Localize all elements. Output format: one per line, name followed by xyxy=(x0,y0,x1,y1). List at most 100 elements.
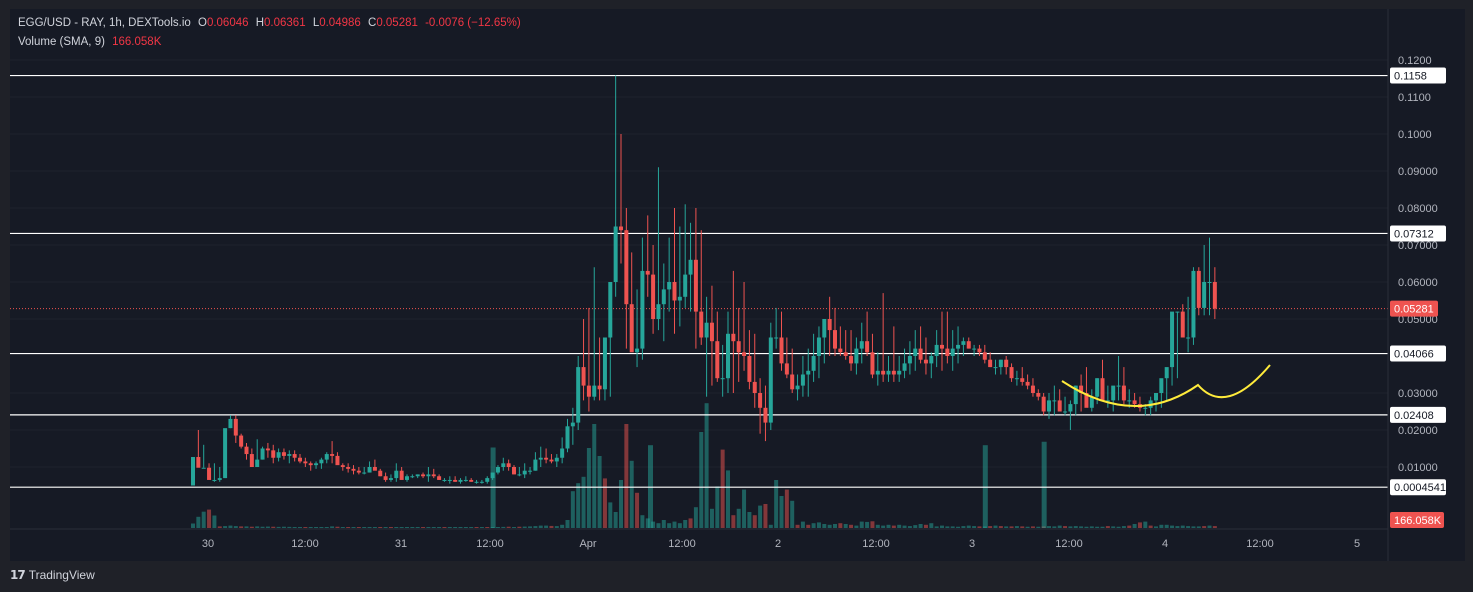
volume-bar xyxy=(388,527,393,528)
volume-bar xyxy=(437,527,442,528)
candle-body xyxy=(709,322,714,342)
volume-bar xyxy=(881,525,886,528)
time-tick-label: 12:00 xyxy=(1246,538,1274,550)
volume-bar xyxy=(833,524,837,528)
volume-bar xyxy=(1148,525,1153,528)
price-axis[interactable]: 0.1200 0.1100 0.1000 0.09000 0.08000 0.07000 0… xyxy=(1398,55,1438,474)
tradingview-logo-icon[interactable]: 17 xyxy=(10,568,26,582)
candle-body xyxy=(1047,400,1051,412)
level-price-tag-label: 0.04066 xyxy=(1394,349,1434,361)
candle-body xyxy=(314,463,319,466)
candle-body xyxy=(501,463,506,467)
candle-body xyxy=(843,352,848,356)
candle-body xyxy=(875,370,880,375)
candle-body xyxy=(528,470,533,472)
chart-panel[interactable]: 0.1200 0.1100 0.1000 0.09000 0.08000 0.07000 0… xyxy=(10,9,1465,561)
volume-bar xyxy=(945,526,950,528)
volume-bar xyxy=(784,489,789,528)
volume-bar xyxy=(1068,526,1073,528)
candle-body xyxy=(281,452,286,456)
candlestick-chart[interactable]: 0.12000.11000.10000.090000.080000.070000… xyxy=(10,9,1465,561)
candle-body xyxy=(576,367,581,423)
volume-bar xyxy=(506,526,511,528)
volume-bar xyxy=(244,526,249,528)
candle-body xyxy=(667,282,672,290)
volume-bar xyxy=(463,527,468,528)
volume-bar xyxy=(1137,522,1142,528)
volume-bar xyxy=(972,526,977,528)
candle-body xyxy=(720,378,725,380)
candle-body xyxy=(1014,378,1019,380)
volume-bar xyxy=(988,526,993,528)
candle-body xyxy=(1121,385,1126,401)
volume-bar xyxy=(742,489,747,528)
volume-bar xyxy=(522,526,527,528)
volume-bar xyxy=(859,521,864,528)
volume-bar xyxy=(1047,526,1051,528)
volume-bar xyxy=(693,507,698,528)
candle-body xyxy=(940,344,944,349)
volume-bar xyxy=(233,526,238,528)
candle-body xyxy=(619,226,623,231)
horizontal-levels[interactable] xyxy=(10,74,1388,488)
volume-bar xyxy=(378,527,383,528)
price-tick-label: 0.06000 xyxy=(1398,277,1438,289)
volume-bar xyxy=(319,527,324,528)
volume-bar xyxy=(453,527,458,528)
volume-bar xyxy=(239,526,244,528)
candle-body xyxy=(217,478,222,480)
candle-body xyxy=(506,463,511,467)
time-axis[interactable]: 30 12:00 31 12:00 Apr 12:00 2 12:00 3 12:00 4 12:00… xyxy=(202,538,1360,550)
candle-body xyxy=(565,426,570,449)
symbol-label[interactable]: EGG/USD - RAY, 1h, DEXTools.io xyxy=(18,17,191,29)
volume-bar xyxy=(1159,524,1164,528)
volume-bar xyxy=(260,526,265,528)
volume-bar xyxy=(816,522,821,528)
candle-body xyxy=(426,474,431,477)
candle-body xyxy=(651,274,656,319)
candle-body xyxy=(613,226,618,282)
candle-body xyxy=(597,385,602,390)
level-price-tag xyxy=(1390,345,1446,362)
time-tick-label: 3 xyxy=(969,538,975,550)
volume-bar xyxy=(667,523,672,528)
volume-bar xyxy=(549,525,554,528)
candle-body xyxy=(335,455,340,466)
tradingview-brand[interactable]: TradingView xyxy=(28,568,95,582)
candle-body xyxy=(1170,311,1175,368)
candle-body xyxy=(1004,359,1009,368)
candle-body xyxy=(1036,393,1041,397)
candle-body xyxy=(570,422,575,427)
volume-bar xyxy=(544,525,549,528)
volume-bar xyxy=(1057,525,1062,528)
volume-bar xyxy=(1212,526,1217,528)
cup-and-handle-annotation[interactable] xyxy=(1061,364,1271,408)
candle-body xyxy=(699,311,704,338)
candle-body xyxy=(431,474,436,477)
high-value: 0.06361 xyxy=(264,17,306,29)
volume-indicator-label[interactable]: Volume (SMA, 9) xyxy=(18,36,105,48)
candle-body xyxy=(469,479,474,482)
candle-body xyxy=(271,450,276,458)
candle-body xyxy=(260,448,265,460)
volume-bar xyxy=(661,520,666,528)
volume-tag-label: 166.058K xyxy=(1394,515,1442,527)
candle-body xyxy=(1100,378,1105,401)
volume-bar xyxy=(768,524,773,528)
volume-bar xyxy=(217,526,222,528)
candle-body xyxy=(479,481,484,483)
candle-body xyxy=(303,461,308,464)
volume-bar xyxy=(201,511,206,528)
volume-bar xyxy=(281,526,286,528)
volume-bar xyxy=(581,476,586,528)
candle-body xyxy=(1079,385,1084,393)
candle-body xyxy=(1196,270,1201,308)
high-label: H xyxy=(255,17,265,29)
volume-bar xyxy=(1004,526,1009,528)
candle-body xyxy=(207,467,212,480)
volume-bar xyxy=(597,456,602,528)
volume-bar xyxy=(731,515,736,528)
volume-bar xyxy=(1105,526,1110,528)
volume-bar xyxy=(950,526,955,528)
volume-bar xyxy=(298,527,302,528)
